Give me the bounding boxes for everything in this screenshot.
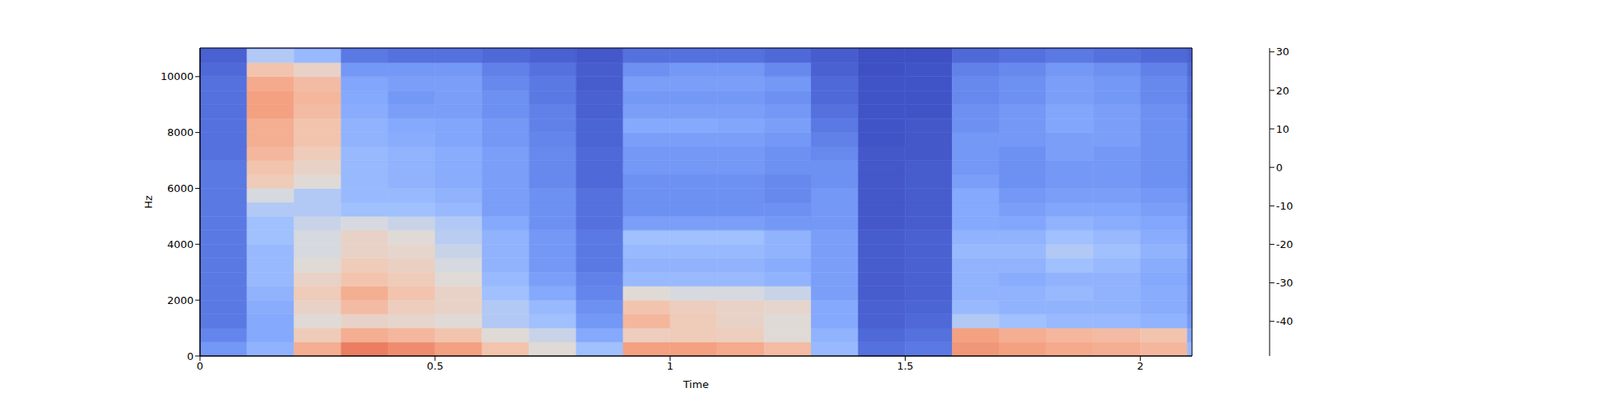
svg-text:6000: 6000 bbox=[167, 182, 194, 195]
svg-text:4000: 4000 bbox=[167, 238, 194, 251]
svg-text:8000: 8000 bbox=[167, 126, 194, 139]
svg-text:2: 2 bbox=[1136, 360, 1144, 372]
svg-text:0: 0 bbox=[1276, 161, 1283, 174]
svg-text:-40: -40 bbox=[1276, 315, 1293, 328]
svg-text:10000: 10000 bbox=[160, 70, 194, 83]
svg-text:1.5: 1.5 bbox=[896, 360, 914, 372]
svg-text:-10: -10 bbox=[1276, 200, 1293, 212]
svg-text:2000: 2000 bbox=[167, 294, 194, 307]
svg-text:-30: -30 bbox=[1276, 276, 1293, 289]
svg-text:0.5: 0.5 bbox=[426, 360, 444, 372]
svg-text:1: 1 bbox=[667, 360, 674, 372]
svg-text:10: 10 bbox=[1276, 123, 1290, 136]
svg-text:0: 0 bbox=[187, 350, 194, 363]
svg-text:Hz: Hz bbox=[142, 195, 155, 209]
svg-text:Time: Time bbox=[682, 378, 709, 391]
svg-text:0: 0 bbox=[196, 360, 204, 372]
svg-text:-20: -20 bbox=[1276, 238, 1293, 251]
svg-text:30: 30 bbox=[1276, 45, 1290, 58]
svg-text:20: 20 bbox=[1276, 84, 1290, 97]
